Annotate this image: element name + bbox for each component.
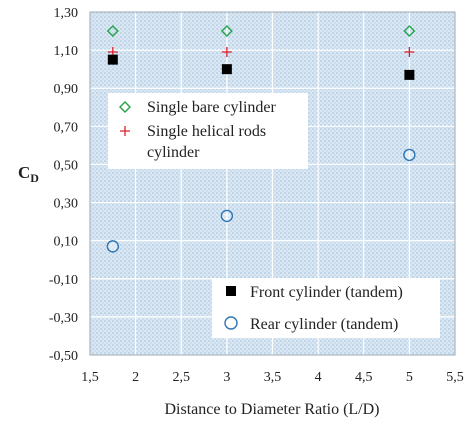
- plot-border: [89, 11, 456, 356]
- front-cylinder-point: [221, 64, 232, 75]
- y-tick-label: 1,10: [54, 44, 79, 59]
- x-tick-label: 5: [406, 370, 413, 385]
- helical-cylinder-point: [221, 47, 232, 58]
- data-marks: [106, 25, 416, 253]
- y-tick-label: 0,50: [54, 158, 79, 173]
- legend-top: Single bare cylinder Single helical rods…: [108, 93, 308, 169]
- x-tick-label: 1,5: [81, 370, 99, 385]
- bare-cylinder-point: [220, 25, 233, 38]
- x-tick-label: 3: [223, 370, 230, 385]
- rear-cylinder-point: [403, 148, 416, 162]
- legend-diamond-icon: [119, 101, 131, 113]
- x-tick-label: 4,5: [355, 370, 373, 385]
- y-tick-label: 1,30: [54, 6, 79, 21]
- legend-plus-icon: [120, 126, 130, 136]
- x-tick-label: 3,5: [264, 370, 282, 385]
- legend-bottom: Front cylinder (tandem) Rear cylinder (t…: [212, 278, 440, 338]
- rear-cylinder-point: [220, 209, 234, 223]
- legend-bare-label: Single bare cylinder: [147, 99, 277, 116]
- bare-cylinder-point: [403, 25, 416, 38]
- bare-cylinder-point: [106, 25, 119, 38]
- legend-helical-line2: cylinder: [147, 144, 200, 161]
- legend-bottom-box: [212, 278, 440, 338]
- x-tick-labels: 1,5 2 2,5 3 3,5 4 4,5 5 5,5: [81, 370, 464, 385]
- legend-square-icon: [226, 286, 236, 296]
- y-tick-label: 0,70: [54, 120, 79, 135]
- x-axis-title: Distance to Diameter Ratio (L/D): [164, 401, 379, 418]
- y-tick-label: -0,30: [49, 311, 78, 326]
- x-tick-label: 5,5: [446, 370, 464, 385]
- legend-top-box: [108, 93, 308, 169]
- legend-rear-label: Rear cylinder (tandem): [250, 316, 398, 333]
- rear-cylinder-point: [106, 240, 120, 253]
- y-tick-label: 0,10: [54, 235, 79, 250]
- legend-circle-icon: [224, 316, 238, 330]
- y-tick-label: 0,90: [54, 82, 79, 97]
- y-tick-label: -0,10: [49, 273, 78, 288]
- x-tick-label: 2,5: [173, 370, 191, 385]
- legend-helical-line1: Single helical rods: [147, 123, 266, 140]
- front-cylinder-point: [107, 54, 118, 65]
- y-tick-label: -0,50: [49, 349, 78, 364]
- helical-cylinder-point: [404, 47, 415, 58]
- x-tick-label: 4: [315, 370, 322, 385]
- front-cylinder-point: [404, 69, 415, 80]
- legend-helical-label: Single helical rods cylinder: [147, 123, 270, 161]
- legend-front-label: Front cylinder (tandem): [250, 284, 403, 301]
- x-tick-label: 2: [132, 370, 139, 385]
- y-axis-title: CD: [18, 163, 39, 185]
- y-tick-labels: -0,50 -0,30 -0,10 0,10 0,30 0,50 0,70 0,90 1,10 1…: [49, 6, 78, 364]
- y-tick-label: 0,30: [54, 197, 79, 212]
